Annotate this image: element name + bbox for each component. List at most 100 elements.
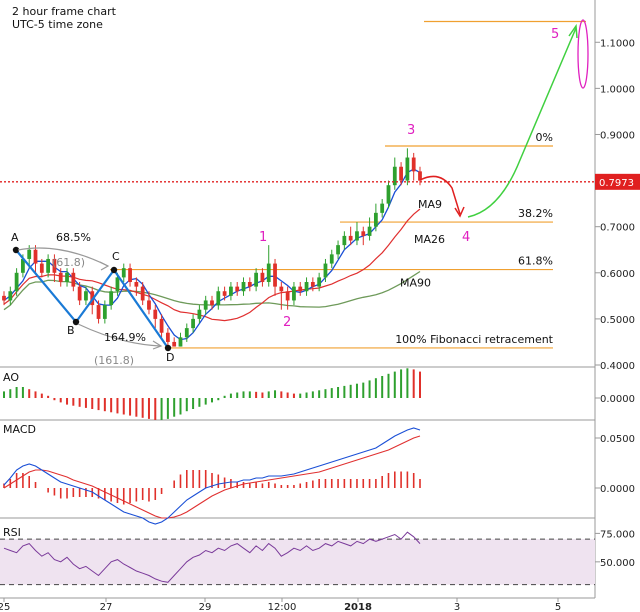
candle-body [373,212,378,227]
candle-body [304,282,309,292]
price-tag [595,173,640,190]
x-tick-label: 12:00 [268,602,297,612]
candle-body [46,258,51,273]
candle-body [367,226,372,236]
candle-body [348,235,353,241]
candle-body [317,277,322,287]
wave-label: 3 [407,123,415,138]
candle-body [355,231,359,241]
candle-body [380,203,385,213]
macd-y-tick-label: 0.0000 [600,484,635,495]
x-axis: 25 27 29 12:00 2018 3 5 [0,598,561,612]
pattern-ratio-bd-ref: (161.8) [94,354,134,367]
candle-body [21,258,25,273]
annotations: 1 2 3 4 5 [259,19,589,330]
macd-label: MACD [3,423,36,436]
candle-body [14,272,19,292]
candlesticks [2,148,422,347]
candle-body [115,277,120,292]
ratio-arc-bd-arrow [152,340,163,350]
candle-body [310,282,315,287]
current-price-line: 0.7973 [0,173,640,190]
candle-body [191,318,195,329]
fib-level-label: 38.2% [518,207,553,220]
ao-y-tick-label: 0.0000 [600,394,635,405]
main-y-axis: 1.10001.00000.90000.80000.70000.60000.50… [595,38,635,372]
fib-level-label: 100% Fibonacci retracement [395,333,553,346]
candle-body [153,309,158,319]
x-tick-label: 25 [0,602,10,612]
projection-down-arrowhead [454,206,465,218]
candle-body [298,286,303,292]
fib-level-label: 61.8% [518,255,553,268]
x-tick-label: 5 [555,602,561,612]
x-tick-label: 3 [454,602,460,612]
candle-body [96,305,101,319]
candle-body [254,272,259,287]
candle-body [247,282,252,287]
ma26-label: MA26 [414,233,445,246]
candle-body [285,291,290,301]
macd-y-tick-label: 0.0500 [600,434,635,445]
projection-up-path [467,27,577,218]
candle-body [279,286,284,292]
pattern-point [12,246,20,254]
pattern-ratio-ac: 68.5% [56,231,91,244]
abcd-pattern: A B C D 68.5% (61.8) 164.9% (161.8) [11,231,174,367]
wave-label: 4 [462,230,470,245]
y-tick-label: 0.5000 [600,315,635,326]
rsi-y-tick-label: 75.000 [600,529,635,540]
candle-body [71,272,76,287]
macd-indicator: 0.0500 0.0000 [3,427,635,525]
x-tick-label: 29 [199,602,212,612]
rsi-indicator: 75.000 50.000 [0,529,635,586]
rsi-y-tick-label: 50.000 [600,558,635,569]
candle-body [52,258,57,273]
pattern-ratio-ac-ref: (61.8) [52,256,85,269]
rsi-band [0,539,595,585]
candle-body [386,185,391,204]
candle-body [121,268,126,278]
chart-title-line2: UTC-5 time zone [12,18,103,31]
candle-body [235,286,240,292]
candle-body [140,286,145,301]
pattern-point [110,266,118,274]
candle-body [84,291,88,301]
pattern-point-label: D [166,351,174,364]
candle-body [222,291,227,296]
candle-body [210,300,214,306]
candle-body [361,231,366,236]
pattern-point [164,344,172,352]
ma9-label: MA9 [418,198,442,211]
ao-label: AO [3,371,19,384]
ratio-arc-bd [77,323,161,347]
y-tick-label: 0.9000 [600,130,635,141]
projection-up-arrowhead [568,23,578,39]
wave-label: 1 [259,230,267,245]
candle-body [159,318,164,333]
candle-body [178,337,183,347]
candle-body [27,249,32,259]
candle-body [411,157,416,172]
candle-body [392,166,397,186]
candle-body [128,268,132,283]
candle-body [273,263,277,287]
candle-body [399,166,403,181]
candle-body [266,263,271,283]
candle-body [58,272,63,283]
candle-body [260,272,265,283]
ma90-label: MA90 [400,277,431,290]
ma9-line [3,168,421,341]
price-tag-label: 0.7973 [599,178,634,189]
target-ellipse [577,19,589,89]
y-tick-label: 0.6000 [600,269,635,280]
candle-body [203,300,208,310]
candle-body [229,286,233,296]
y-tick-label: 0.4000 [600,361,635,372]
ratio-arc-ac-arrow [99,261,110,271]
candle-body [342,235,347,246]
candle-body [323,263,328,278]
rsi-label: RSI [3,526,21,539]
y-tick-label: 1.1000 [600,38,635,49]
